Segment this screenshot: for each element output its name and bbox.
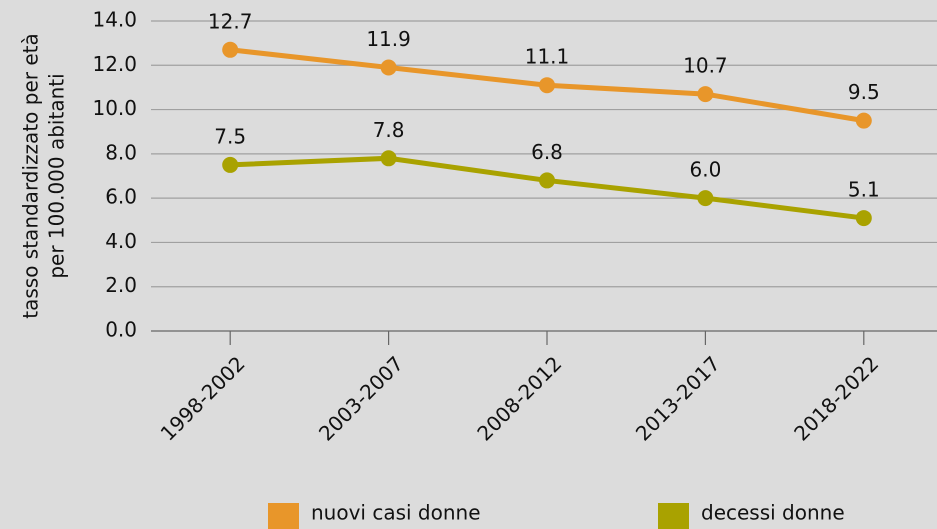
data-label: 7.8 [373,118,405,142]
y-tick-label: 14.0 [92,8,137,32]
point [539,172,555,189]
point [855,112,872,129]
data-label: 12.7 [208,9,253,33]
y-axis-title-line: per 100.000 abitanti [45,73,69,278]
y-tick-label: 6.0 [105,185,137,209]
point [380,150,397,167]
y-tick-label: 4.0 [105,229,137,253]
legend-swatch [658,503,689,529]
data-label: 5.1 [848,178,880,202]
x-tick-label: 2008-2012 [472,351,566,445]
data-label: 6.8 [531,140,563,164]
y-tick-label: 12.0 [92,52,137,76]
x-tick-label: 2013-2017 [631,351,725,445]
y-tick-label: 2.0 [105,273,137,297]
y-axis-title-line: tasso standardizzato per età [19,33,43,318]
legend-label: decessi donne [701,501,845,525]
data-label: 9.5 [848,80,880,104]
x-tick-label: 1998-2002 [156,351,250,445]
legend-label: nuovi casi donne [311,501,481,525]
point [539,77,555,94]
data-label: 7.5 [214,124,246,148]
data-label: 6.0 [689,158,721,182]
data-label: 11.1 [525,45,570,69]
y-axis-title: tasso standardizzato per età per 100.000… [19,33,69,318]
point [222,41,239,58]
x-tick-label: 2003-2007 [314,351,408,445]
y-tick-label: 10.0 [92,96,137,120]
legend-swatch [268,503,299,529]
point [380,59,397,76]
point [697,190,714,207]
point [222,156,239,173]
data-label: 11.9 [366,27,411,51]
point [855,210,872,227]
x-tick-label: 2018-2022 [789,351,883,445]
y-tick-label: 0.0 [105,318,137,342]
point [697,86,714,103]
data-label: 10.7 [683,54,728,78]
y-tick-label: 8.0 [105,140,137,164]
